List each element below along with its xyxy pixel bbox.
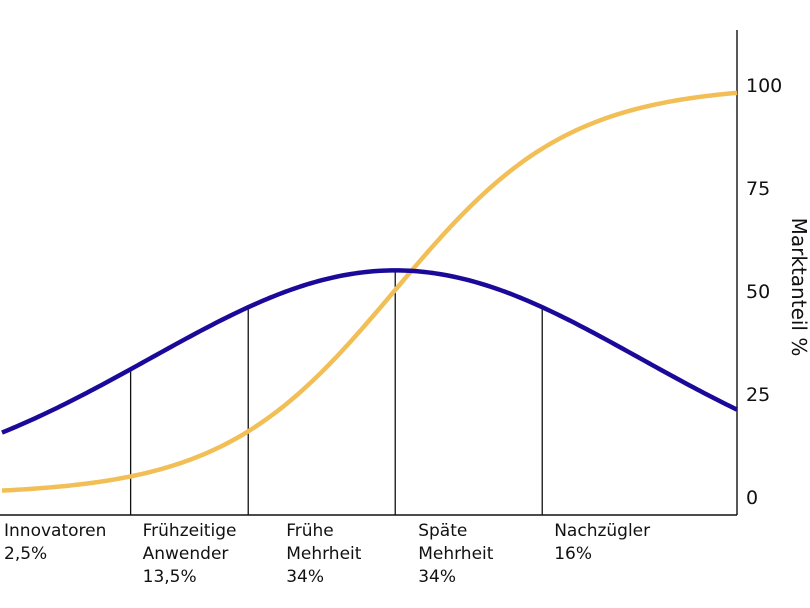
segment-label-line: Anwender (143, 544, 229, 564)
segment-label-line: Späte (418, 521, 467, 541)
segment-label-5: Nachzügler 16% (554, 521, 650, 564)
segment-label-line: 13,5% (143, 567, 197, 587)
segment-label-line: 34% (418, 567, 456, 587)
y-tick-label-0: 0 (746, 487, 758, 509)
adoption-curve (1, 268, 738, 435)
segment-label-line: Nachzügler (554, 521, 650, 541)
segment-label-line: 2,5% (4, 544, 47, 564)
segment-label-line: 16% (554, 544, 592, 564)
segment-label-line: Mehrheit (418, 544, 494, 564)
y-axis-title: Marktanteil % (787, 218, 810, 357)
segment-label-line: Frühzeitige (143, 521, 237, 541)
y-tick-label-75: 75 (746, 178, 770, 200)
y-tick-label-50: 50 (746, 281, 770, 303)
segment-label-line: 34% (286, 567, 324, 587)
segment-labels: Innovatoren 2,5%Frühzeitige Anwender 13,5%F… (4, 521, 650, 587)
segment-label-4: Späte Mehrheit 34% (418, 521, 494, 587)
segment-dividers (129, 270, 543, 515)
segment-label-2: Frühzeitige Anwender 13,5% (143, 521, 237, 587)
segment-label-1: Innovatoren 2,5% (4, 521, 106, 564)
y-tick-label-100: 100 (746, 75, 782, 97)
segment-label-3: Frühe Mehrheit 34% (286, 521, 362, 587)
y-tick-label-25: 25 (746, 384, 770, 406)
y-axis-ticks: 0 25 50 75 100 (746, 75, 782, 509)
segment-label-line: Innovatoren (4, 521, 106, 541)
segment-label-line: Mehrheit (286, 544, 362, 564)
market-share-curve (1, 90, 738, 493)
curves (1, 90, 738, 493)
segment-label-line: Frühe (286, 521, 334, 541)
